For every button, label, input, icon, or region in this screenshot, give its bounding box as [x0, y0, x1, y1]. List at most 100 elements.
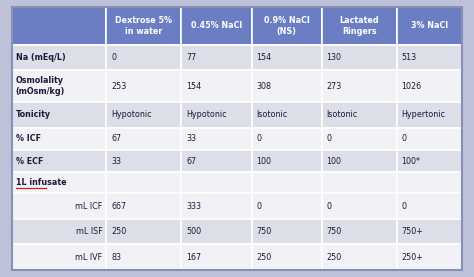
Bar	[182, 102, 252, 128]
Bar	[182, 45, 252, 70]
Bar	[397, 245, 462, 270]
Text: 0: 0	[327, 134, 331, 143]
Bar	[322, 150, 397, 172]
Text: 100*: 100*	[401, 157, 420, 166]
Bar	[106, 172, 182, 193]
Text: 750: 750	[327, 227, 342, 236]
Bar	[106, 219, 182, 245]
Bar	[252, 128, 322, 150]
Text: 250: 250	[256, 253, 272, 262]
Text: 33: 33	[111, 157, 121, 166]
Text: mL IVF: mL IVF	[75, 253, 102, 262]
Text: 250+: 250+	[401, 253, 423, 262]
Bar	[397, 172, 462, 193]
Text: 0: 0	[327, 202, 331, 211]
Text: 667: 667	[111, 202, 126, 211]
Bar	[397, 102, 462, 128]
Bar	[322, 70, 397, 102]
Bar	[397, 150, 462, 172]
Bar	[182, 193, 252, 219]
Bar	[322, 219, 397, 245]
Text: 167: 167	[186, 253, 201, 262]
Bar	[252, 193, 322, 219]
Bar	[252, 172, 322, 193]
Bar	[322, 245, 397, 270]
Bar	[182, 128, 252, 150]
Bar	[322, 128, 397, 150]
Text: Osmolality
(mOsm/kg): Osmolality (mOsm/kg)	[16, 76, 65, 96]
Bar	[12, 219, 106, 245]
Bar	[182, 245, 252, 270]
Bar	[106, 128, 182, 150]
Bar	[182, 7, 252, 45]
Text: 33: 33	[186, 134, 196, 143]
Text: 0: 0	[256, 202, 261, 211]
Bar	[252, 150, 322, 172]
Bar	[106, 70, 182, 102]
Text: Isotonic: Isotonic	[327, 111, 358, 119]
Text: Lactated
Ringers: Lactated Ringers	[339, 16, 379, 36]
Text: Hypotonic: Hypotonic	[186, 111, 227, 119]
Bar	[106, 45, 182, 70]
Text: 1L infusate: 1L infusate	[16, 178, 66, 187]
Bar	[397, 7, 462, 45]
Text: Hypertonic: Hypertonic	[401, 111, 446, 119]
Text: 100: 100	[256, 157, 271, 166]
Bar	[12, 150, 106, 172]
Bar	[397, 219, 462, 245]
Bar	[322, 7, 397, 45]
Bar	[397, 45, 462, 70]
Bar	[322, 172, 397, 193]
Text: % ECF: % ECF	[16, 157, 43, 166]
Text: 333: 333	[186, 202, 201, 211]
Bar	[252, 7, 322, 45]
Bar	[322, 102, 397, 128]
Bar	[12, 102, 106, 128]
Text: 250: 250	[327, 253, 342, 262]
Bar	[252, 102, 322, 128]
Text: 154: 154	[256, 53, 272, 62]
Text: 750+: 750+	[401, 227, 423, 236]
Text: 513: 513	[401, 53, 417, 62]
Bar	[322, 193, 397, 219]
Bar	[106, 193, 182, 219]
Bar	[106, 7, 182, 45]
Bar	[252, 245, 322, 270]
Text: 67: 67	[111, 134, 121, 143]
Text: 154: 154	[186, 82, 201, 91]
Bar	[397, 193, 462, 219]
Bar	[397, 128, 462, 150]
Bar	[12, 172, 106, 193]
Text: Tonicity: Tonicity	[16, 111, 51, 119]
Text: 0.45% NaCl: 0.45% NaCl	[191, 21, 242, 30]
Bar	[106, 150, 182, 172]
Text: 0: 0	[256, 134, 261, 143]
Bar	[182, 150, 252, 172]
Text: 308: 308	[256, 82, 271, 91]
Bar	[182, 172, 252, 193]
Text: 0: 0	[401, 134, 407, 143]
Text: 500: 500	[186, 227, 201, 236]
Text: 273: 273	[327, 82, 342, 91]
Bar	[252, 219, 322, 245]
Bar	[397, 70, 462, 102]
Bar	[12, 7, 106, 45]
Text: 100: 100	[327, 157, 341, 166]
Bar	[322, 45, 397, 70]
Bar	[12, 45, 106, 70]
Text: 1026: 1026	[401, 82, 422, 91]
Text: Na (mEq/L): Na (mEq/L)	[16, 53, 65, 62]
Text: Isotonic: Isotonic	[256, 111, 288, 119]
Text: Dextrose 5%
in water: Dextrose 5% in water	[115, 16, 172, 36]
Bar	[182, 219, 252, 245]
Text: 253: 253	[111, 82, 126, 91]
Text: 0: 0	[111, 53, 116, 62]
Text: mL ICF: mL ICF	[75, 202, 102, 211]
Text: 130: 130	[327, 53, 341, 62]
Text: 77: 77	[186, 53, 196, 62]
Bar	[106, 245, 182, 270]
Text: Hypotonic: Hypotonic	[111, 111, 152, 119]
Bar	[252, 70, 322, 102]
Text: mL ISF: mL ISF	[76, 227, 102, 236]
Bar	[12, 70, 106, 102]
